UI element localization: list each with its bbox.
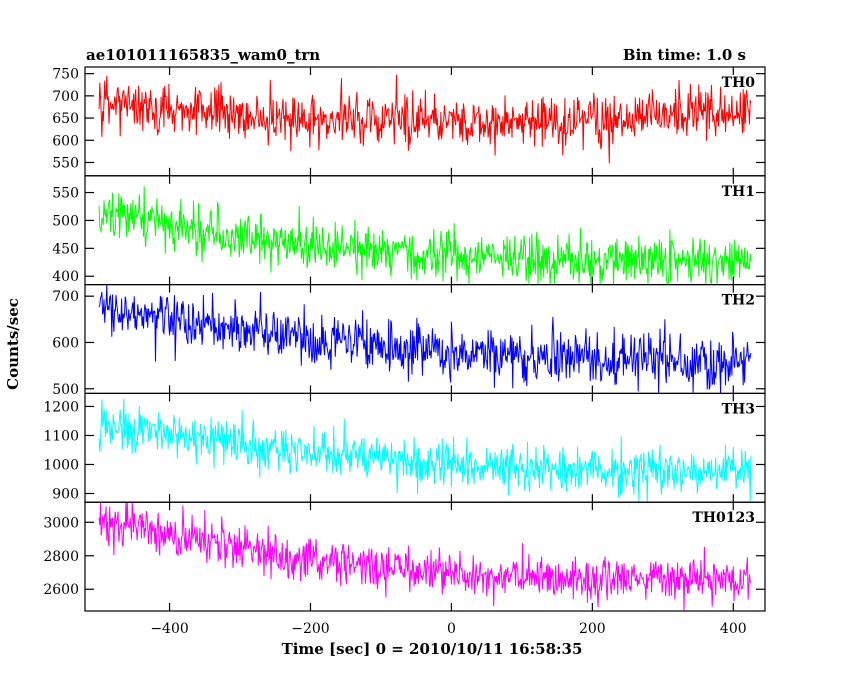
series-line-th0 bbox=[98, 74, 752, 164]
y-tick-label: 700 bbox=[52, 89, 79, 105]
y-tick-label: 3000 bbox=[43, 515, 79, 531]
x-tick-label: 400 bbox=[720, 621, 747, 637]
series-label-th2: TH2 bbox=[722, 293, 755, 309]
series-label-th0123: TH0123 bbox=[692, 510, 755, 526]
y-tick-label: 600 bbox=[52, 335, 79, 351]
y-tick-label: 400 bbox=[52, 269, 79, 285]
series-label-th3: TH3 bbox=[722, 401, 755, 417]
panel-th0123: 2600 2800 3000 TH0123 bbox=[43, 501, 766, 612]
panel-th1: 400 450 500 550 TH1 bbox=[52, 175, 766, 285]
x-axis-label: Time [sec] 0 = 2010/10/11 16:58:35 bbox=[282, 640, 583, 658]
y-tick-label: 2600 bbox=[43, 582, 79, 598]
series-line-th2 bbox=[98, 284, 752, 394]
x-tick-label: −400 bbox=[150, 621, 188, 637]
y-axis-label: Counts/sec bbox=[4, 298, 22, 390]
x-tick-label: 0 bbox=[447, 621, 456, 637]
chart-title-left: ae101011165835_wam0_trn bbox=[86, 46, 320, 64]
y-tick-label: 1100 bbox=[43, 428, 79, 444]
panel-th2: 500 600 700 TH2 bbox=[52, 284, 766, 398]
y-tick-label: 2800 bbox=[43, 549, 79, 565]
y-tick-label: 1000 bbox=[43, 457, 79, 473]
y-tick-label: 750 bbox=[52, 67, 79, 83]
y-tick-label: 900 bbox=[52, 486, 79, 502]
y-tick-label: 500 bbox=[52, 213, 79, 229]
series-line-th0123 bbox=[98, 502, 752, 612]
x-tick-label: −200 bbox=[291, 621, 329, 637]
y-tick-label: 550 bbox=[52, 155, 79, 171]
series-label-th1: TH1 bbox=[722, 184, 755, 200]
y-tick-label: 450 bbox=[52, 241, 79, 257]
series-label-th0: TH0 bbox=[722, 75, 756, 91]
y-tick-label: 500 bbox=[52, 382, 79, 398]
y-tick-label: 1200 bbox=[43, 399, 79, 415]
series-line-th1 bbox=[98, 186, 752, 285]
y-tick-label: 550 bbox=[52, 186, 79, 202]
panel-th3: 900 1000 1100 1200 TH3 bbox=[43, 392, 766, 503]
panel-frame bbox=[84, 501, 766, 612]
x-axis: −400 −200 0 200 400 bbox=[150, 621, 746, 637]
x-tick-label: 200 bbox=[579, 621, 606, 637]
series-line-th3 bbox=[98, 398, 752, 503]
y-tick-label: 650 bbox=[52, 111, 79, 127]
chart-title-right: Bin time: 1.0 s bbox=[623, 46, 746, 64]
panel-th0: 550 600 650 700 750 TH0 bbox=[52, 66, 766, 177]
y-tick-label: 700 bbox=[52, 289, 79, 305]
y-tick-label: 600 bbox=[52, 133, 79, 149]
panels: 550 600 650 700 750 TH0 400 450 500 550 TH1 500 600 7… bbox=[43, 66, 766, 612]
